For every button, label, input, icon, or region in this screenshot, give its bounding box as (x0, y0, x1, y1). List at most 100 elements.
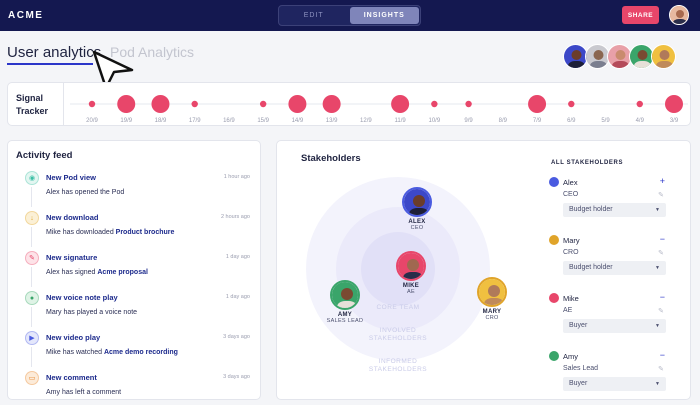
avatar (549, 351, 559, 361)
avatar (402, 187, 432, 217)
add-icon[interactable]: + (659, 176, 665, 186)
comment-icon: ▭ (25, 371, 39, 385)
feed-item-time: 1 day ago (225, 254, 250, 260)
stakeholder-node-alex[interactable]: ALEX CEO (387, 187, 447, 231)
stakeholders-panel: Stakeholders CORE TEAM INVOLVED STAKEHOL… (276, 140, 691, 400)
collaborator-avatars (563, 44, 676, 69)
cursor-icon (92, 50, 134, 97)
stakeholder-role: Sales Lead (563, 365, 599, 372)
divider (63, 83, 64, 125)
avatar (477, 277, 507, 307)
feed-item[interactable]: ▭ New comment 3 days ago Amy has left a com… (8, 369, 260, 405)
stakeholder-name: AMY (337, 312, 353, 318)
tab-pod-analytics[interactable]: Pod Analytics (110, 44, 195, 60)
avatar (549, 177, 559, 187)
stakeholder-node-amy[interactable]: AMY SALES LEAD (315, 280, 375, 324)
feed-item-description: Alex has signed Acme proposal (46, 269, 148, 276)
activity-feed-title: Activity feed (16, 150, 73, 161)
feed-item-description: Mike has watched Acme demo recording (46, 349, 178, 356)
timeline-connector (31, 267, 32, 287)
feed-item-description: Mike has downloaded Product brochure (46, 229, 175, 236)
signal-dot[interactable] (259, 100, 267, 108)
stakeholder-role: CRO (563, 249, 579, 256)
signal-dot[interactable] (88, 100, 96, 108)
timeline-connector (31, 347, 32, 367)
role-select[interactable]: Buyer ▼ (563, 319, 666, 333)
stakeholder-name: Mary (563, 236, 580, 245)
stakeholder-name: Mike (563, 294, 579, 303)
active-tab-indicator (7, 63, 93, 65)
chevron-down-icon: ▼ (655, 381, 660, 387)
stakeholder-name: Amy (563, 352, 578, 361)
signal-dot[interactable] (191, 100, 198, 108)
feed-item-link[interactable]: Acme demo recording (103, 349, 178, 356)
feed-item-time: 2 hours ago (220, 214, 250, 220)
user-avatar[interactable] (669, 5, 689, 25)
signal-dot[interactable] (151, 95, 170, 113)
stakeholder-name: ALEX (408, 219, 426, 225)
feed-item-time: 3 days ago (223, 334, 250, 340)
signal-dot[interactable] (665, 95, 683, 113)
feed-item-description: Amy has left a comment (46, 389, 122, 396)
stakeholder-role: CRO (485, 315, 499, 321)
timeline-connector (31, 227, 32, 247)
feed-item[interactable]: ✎ New signature 1 day ago Alex has signed A… (8, 249, 260, 289)
date-label: 18/9 (155, 118, 167, 124)
edit-icon[interactable]: ✎ (658, 250, 664, 257)
avatar (549, 293, 559, 303)
signal-dot[interactable] (431, 100, 438, 108)
remove-icon[interactable]: − (659, 234, 665, 244)
edit-icon[interactable]: ✎ (658, 366, 664, 373)
role-select[interactable]: Buyer ▼ (563, 377, 666, 391)
remove-icon[interactable]: − (659, 292, 665, 302)
tab-insights[interactable]: INSIGHTS (349, 7, 419, 24)
activity-feed: Activity feed ◉ New Pod view 1 hour ago Ale… (7, 140, 261, 400)
signal-dot[interactable] (117, 95, 136, 113)
feed-item-description: Mary has played a voice note (46, 309, 138, 316)
feed-item-title: New video play (46, 333, 101, 342)
feed-item-link[interactable]: Acme proposal (97, 269, 148, 276)
date-label: 3/9 (670, 118, 679, 124)
stakeholder-role: CEO (410, 225, 424, 231)
date-label: 17/9 (189, 118, 201, 124)
signal-tracker: Signal Tracker 20/9 19/9 18/9 17/9 16/9 15/9 1… (7, 82, 691, 126)
ring-label-involved: INVOLVED STAKEHOLDERS (368, 327, 428, 342)
date-label: 13/9 (326, 118, 338, 124)
date-label: 9/9 (464, 118, 473, 124)
signal-dot[interactable] (322, 95, 341, 113)
avatar[interactable] (651, 44, 676, 69)
stakeholder-role: AE (563, 307, 573, 314)
stakeholder-role: AE (407, 289, 415, 295)
stakeholder-node-mike[interactable]: MIKE AE (381, 251, 441, 295)
avatar (396, 251, 426, 281)
signal-dot[interactable] (288, 95, 307, 113)
stakeholders-title: Stakeholders (301, 153, 361, 164)
tab-user-analytics[interactable]: User analytics (7, 44, 102, 61)
chevron-down-icon: ▼ (655, 265, 660, 271)
feed-item[interactable]: ◉ New Pod view 1 hour ago Alex has opened t… (8, 169, 260, 209)
role-select[interactable]: Budget holder ▼ (563, 261, 666, 275)
signal-dot[interactable] (391, 95, 410, 113)
feed-item[interactable]: ● New voice note play 1 day ago Mary has pl… (8, 289, 260, 329)
date-label: 15/9 (257, 118, 269, 124)
signal-dot[interactable] (636, 100, 643, 108)
feed-item-link[interactable]: Product brochure (115, 229, 175, 236)
signal-timeline: 20/9 19/9 18/9 17/9 16/9 15/9 14/9 13/9 12/9 11/9… (70, 95, 688, 124)
signal-dot[interactable] (568, 100, 575, 108)
share-button[interactable]: SHARE (622, 6, 659, 24)
role-select[interactable]: Budget holder ▼ (563, 203, 666, 217)
avatar[interactable] (563, 44, 588, 69)
signal-dot[interactable] (528, 95, 547, 113)
edit-icon[interactable]: ✎ (658, 192, 664, 199)
stakeholder-role: SALES LEAD (326, 318, 364, 324)
signal-dot[interactable] (465, 100, 472, 108)
tab-edit[interactable]: EDIT (303, 12, 324, 19)
feed-item[interactable]: ↓ New download 2 hours ago Mike has downloa… (8, 209, 260, 249)
feed-item-time: 1 day ago (225, 294, 250, 300)
edit-icon[interactable]: ✎ (658, 308, 664, 315)
feed-item-description: Alex has opened the Pod (46, 189, 125, 196)
stakeholder-node-mary[interactable]: MARY CRO (462, 277, 522, 321)
remove-icon[interactable]: − (659, 350, 665, 360)
feed-item[interactable]: ▶ New video play 3 days ago Mike has watche… (8, 329, 260, 369)
mic-icon: ● (25, 291, 39, 305)
